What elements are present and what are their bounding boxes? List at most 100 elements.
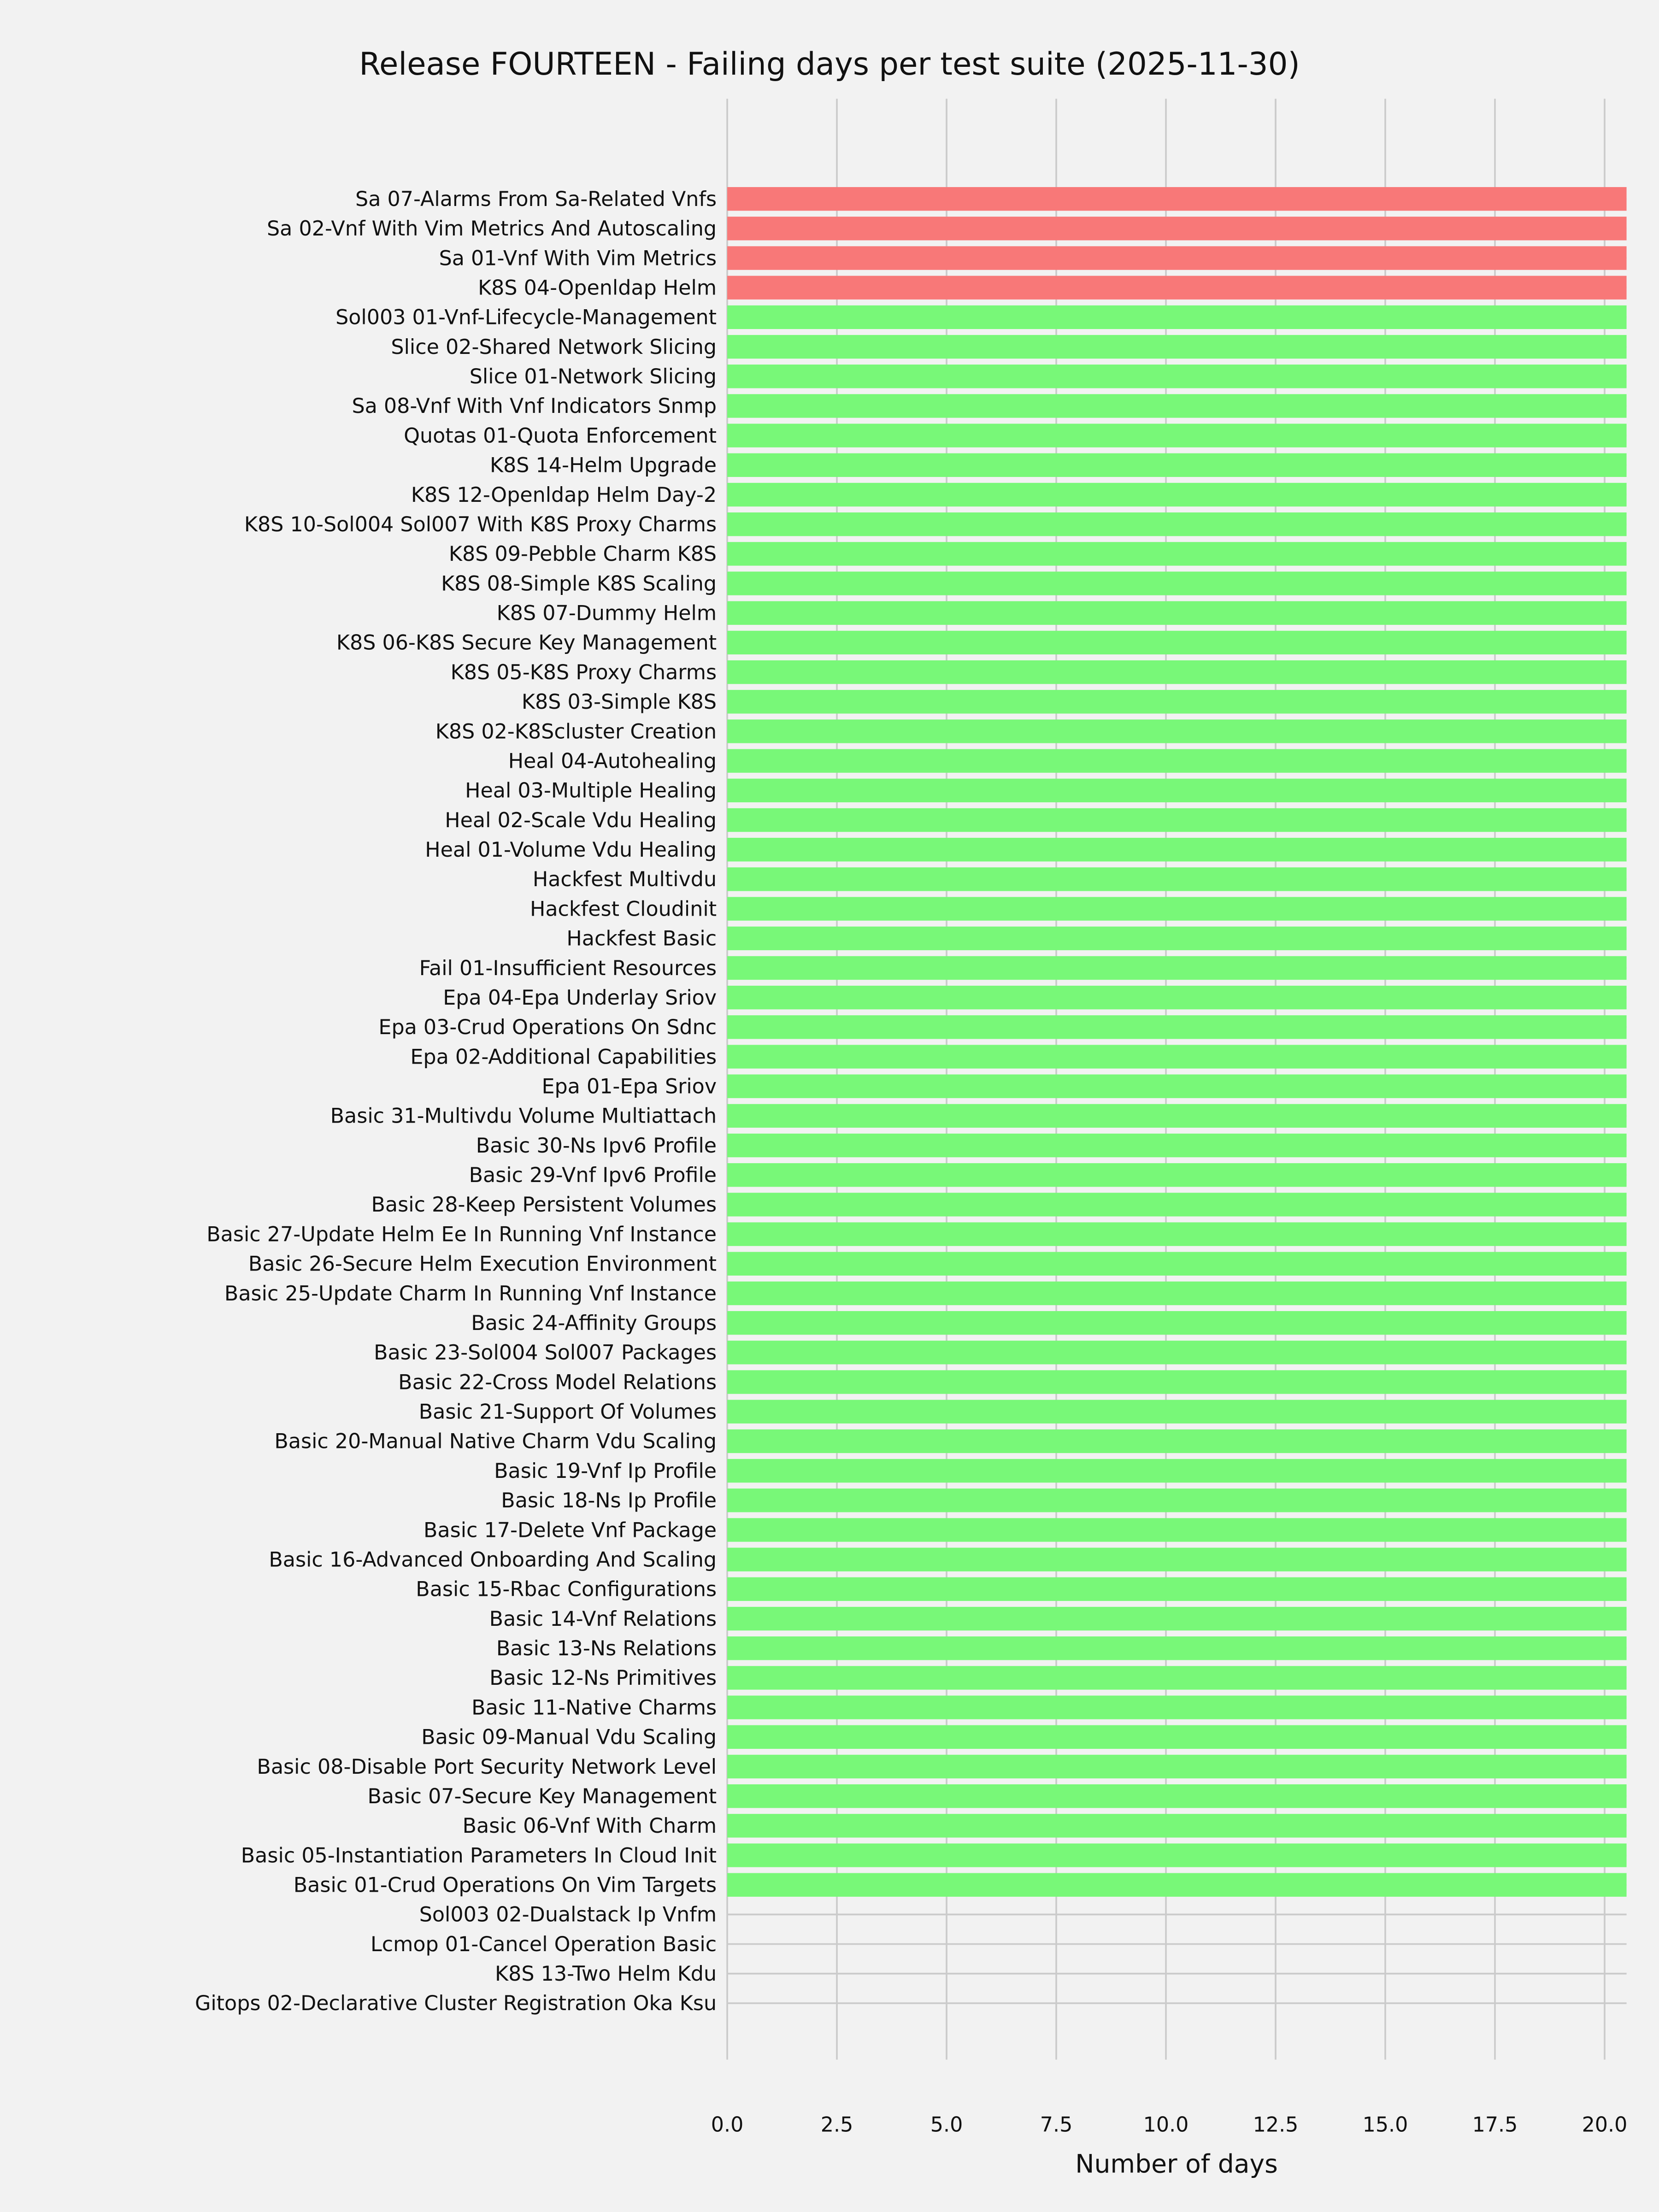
category-label: K8S 10-Sol004 Sol007 With K8S Proxy Char… (244, 513, 717, 536)
category-label: Epa 04-Epa Underlay Sriov (443, 986, 717, 1010)
category-label: Basic 29-Vnf Ipv6 Profile (469, 1164, 717, 1187)
category-label: Sa 07-Alarms From Sa-Related Vnfs (355, 188, 717, 211)
category-label: Hackfest Multivdu (533, 868, 717, 891)
bar (727, 1252, 1627, 1276)
bar (727, 571, 1627, 595)
category-labels: Sa 07-Alarms From Sa-Related Vnfs Sa 02-V… (195, 188, 717, 2015)
category-label: K8S 06-K8S Secure Key Management (336, 631, 717, 655)
category-label: Basic 12-Ns Primitives (489, 1666, 717, 1690)
bar (727, 1695, 1627, 1719)
bar (727, 1341, 1627, 1365)
bar (727, 187, 1627, 211)
bar (727, 867, 1627, 891)
category-label: Basic 17-Delete Vnf Package (424, 1518, 717, 1542)
bar (727, 365, 1627, 388)
bar (727, 1873, 1627, 1897)
bar (727, 838, 1627, 862)
category-label: Heal 03-Multiple Healing (465, 779, 717, 803)
category-label: Basic 01-Crud Operations On Vim Targets (294, 1874, 717, 1897)
category-label: K8S 05-K8S Proxy Charms (451, 661, 717, 684)
category-label: Sa 02-Vnf With Vim Metrics And Autoscali… (267, 217, 717, 241)
category-label: Epa 03-Crud Operations On Sdnc (378, 1016, 717, 1039)
category-label: Basic 13-Ns Relations (496, 1637, 717, 1660)
category-label: Hackfest Basic (566, 927, 717, 951)
bar (727, 660, 1627, 684)
category-label: Basic 24-Affinity Groups (471, 1312, 717, 1335)
bar (727, 512, 1627, 536)
bar (727, 217, 1627, 241)
category-label: Basic 25-Update Charm In Running Vnf Ins… (224, 1282, 717, 1306)
category-label: K8S 08-Simple K8S Scaling (441, 572, 717, 595)
category-label: Epa 02-Additional Capabilities (410, 1045, 717, 1069)
category-label: Basic 14-Vnf Relations (489, 1607, 717, 1631)
x-tick-label: 12.5 (1253, 2113, 1299, 2137)
bar (727, 1045, 1627, 1069)
x-tick-label: 5.0 (930, 2113, 963, 2137)
category-label: Epa 01-Epa Sriov (541, 1075, 717, 1098)
category-label: Hackfest Cloudinit (530, 897, 717, 921)
category-label: Basic 28-Keep Persistent Volumes (371, 1193, 717, 1217)
x-tick-label: 10.0 (1143, 2113, 1189, 2137)
category-label: Fail 01-Insufficient Resources (419, 957, 717, 980)
bar (727, 1488, 1627, 1512)
bar (727, 1104, 1627, 1128)
bar (727, 719, 1627, 743)
category-label: Basic 31-Multivdu Volume Multiattach (330, 1105, 717, 1128)
bar (727, 1429, 1627, 1453)
category-label: Sa 01-Vnf With Vim Metrics (439, 247, 717, 270)
bar (727, 276, 1627, 300)
bar (727, 1400, 1627, 1424)
category-label: K8S 04-Openldap Helm (478, 276, 717, 300)
x-tick-label: 15.0 (1363, 2113, 1408, 2137)
bar (727, 1666, 1627, 1690)
bar (727, 1547, 1627, 1571)
bar (727, 1814, 1627, 1838)
category-label: K8S 09-Pebble Charm K8S (449, 542, 717, 566)
bar (727, 630, 1627, 655)
category-label: Heal 04-Autohealing (508, 749, 717, 773)
category-label: Basic 15-Rbac Configurations (416, 1578, 717, 1601)
x-tick-label: 2.5 (821, 2113, 853, 2137)
category-label: Basic 06-Vnf With Charm (463, 1814, 717, 1838)
bar (727, 1163, 1627, 1187)
category-label: K8S 02-K8Scluster Creation (435, 720, 717, 743)
bar (727, 1577, 1627, 1601)
bar (727, 956, 1627, 980)
x-tick-label: 20.0 (1582, 2113, 1628, 2137)
bar (727, 1133, 1627, 1158)
bar (727, 1222, 1627, 1246)
category-label: K8S 14-Helm Upgrade (490, 454, 717, 477)
bar (727, 690, 1627, 714)
bar (727, 601, 1627, 625)
bar (727, 749, 1627, 773)
bar (727, 808, 1627, 832)
bar (727, 1754, 1627, 1779)
bar (727, 542, 1627, 566)
bar (727, 305, 1627, 329)
bar (727, 246, 1627, 270)
category-label: Basic 27-Update Helm Ee In Running Vnf I… (206, 1223, 717, 1246)
category-label: Basic 22-Cross Model Relations (398, 1371, 717, 1394)
category-label: Basic 21-Support Of Volumes (419, 1400, 717, 1424)
category-label: Slice 01-Network Slicing (470, 365, 717, 388)
category-label: Basic 20-Manual Native Charm Vdu Scaling (274, 1430, 717, 1453)
x-tick-label: 0.0 (711, 2113, 744, 2137)
category-label: Basic 07-Secure Key Management (367, 1785, 717, 1808)
category-label: Basic 08-Disable Port Security Network L… (257, 1755, 717, 1779)
category-label: K8S 12-Openldap Helm Day-2 (411, 483, 717, 507)
category-label: Slice 02-Shared Network Slicing (391, 335, 717, 359)
bar (727, 1725, 1627, 1749)
category-label: Basic 30-Ns Ipv6 Profile (476, 1134, 717, 1158)
bar (727, 985, 1627, 1010)
bar (727, 1193, 1627, 1217)
category-label: Basic 26-Secure Helm Execution Environme… (248, 1253, 717, 1276)
bar (727, 1074, 1627, 1098)
category-label: Basic 05-Instantiation Parameters In Clo… (241, 1844, 717, 1867)
x-tick-label: 7.5 (1040, 2113, 1073, 2137)
bar (727, 453, 1627, 477)
category-label: Quotas 01-Quota Enforcement (404, 424, 717, 447)
bar (727, 1370, 1627, 1394)
category-label: Basic 11-Native Charms (471, 1696, 717, 1719)
category-label: Basic 19-Vnf Ip Profile (494, 1459, 717, 1483)
category-label: Lcmop 01-Cancel Operation Basic (371, 1933, 717, 1956)
